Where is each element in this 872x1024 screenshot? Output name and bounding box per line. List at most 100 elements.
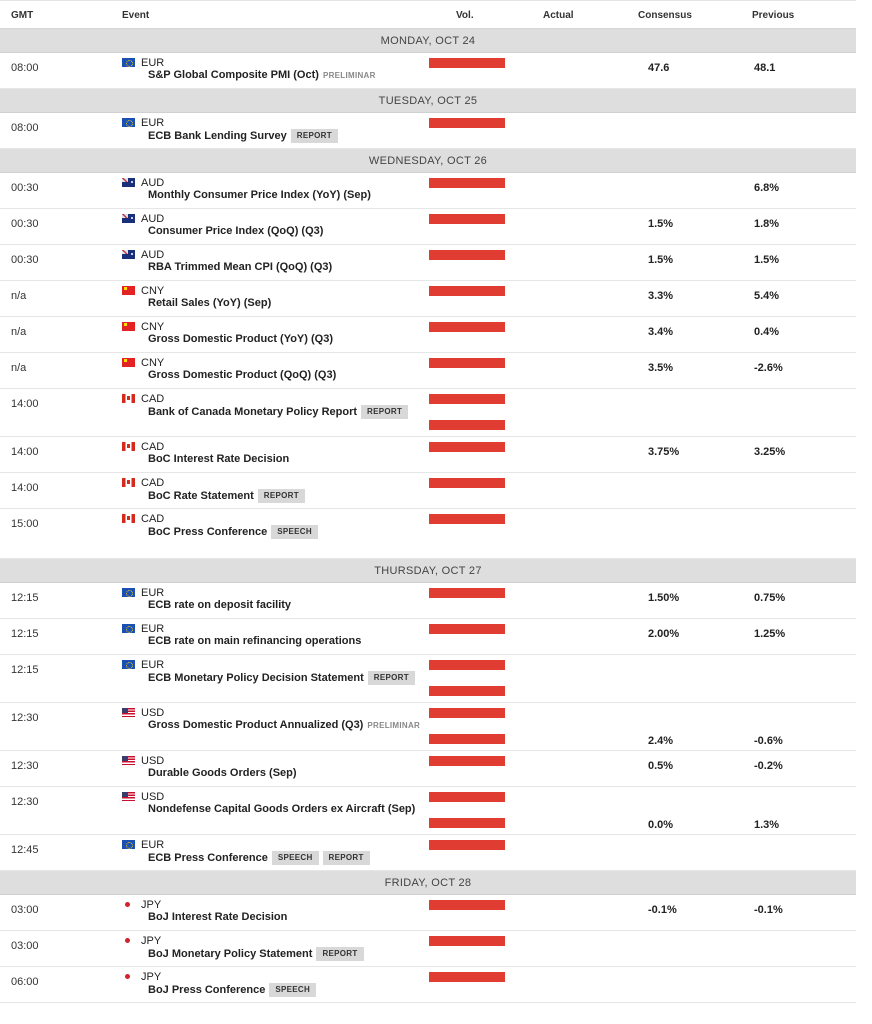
event-row[interactable]: 12:30 USD Durable Goods Orders (Sep) 0.5% -0… [0,751,856,787]
event-time: 12:30 [11,796,39,808]
volatility-bar [429,900,505,910]
event-currency: CAD [141,513,165,525]
event-name-text[interactable]: Gross Domestic Product (YoY) (Q3) [148,333,333,345]
event-name-text[interactable]: ECB Press Conference [148,851,268,864]
event-row[interactable]: 08:00 EUR S&P Global Composite PMI (Oct) PR… [0,53,856,89]
event-row[interactable]: 03:00 JPY BoJ Monetary Policy Statement REP… [0,931,856,967]
event-name[interactable]: Gross Domestic Product (QoQ) (Q3) [148,369,336,381]
event-name-text[interactable]: S&P Global Composite PMI (Oct) [148,69,319,81]
event-row[interactable]: 14:00 CAD Bank of Canada Monetary Policy R… [0,389,856,437]
event-name-text[interactable]: ECB Bank Lending Survey [148,129,287,142]
event-name-text[interactable]: BoC Interest Rate Decision [148,453,290,465]
event-row[interactable]: 14:00 CAD BoC Rate Statement REPORT [0,473,856,509]
previous-value: 1.25% [754,628,786,640]
event-name[interactable]: ECB Bank Lending Survey REPORT [148,129,338,143]
header-gmt[interactable]: GMT [11,10,34,21]
event-name[interactable]: ECB rate on deposit facility [148,599,291,611]
event-row[interactable]: 12:30 USD Gross Domestic Product Annualize… [0,703,856,751]
event-name-text[interactable]: Monthly Consumer Price Index (YoY) (Sep) [148,189,371,201]
event-name-text[interactable]: ECB rate on main refinancing operations [148,635,362,647]
consensus-value: 1.50% [648,592,680,604]
event-name[interactable]: S&P Global Composite PMI (Oct) PRELIMINAR [148,69,376,81]
event-row[interactable]: 14:00 CAD BoC Interest Rate Decision 3.75% 3… [0,437,856,473]
event-name-text[interactable]: RBA Trimmed Mean CPI (QoQ) (Q3) [148,261,333,273]
event-name[interactable]: BoJ Monetary Policy Statement REPORT [148,947,364,961]
event-name-text[interactable]: BoJ Interest Rate Decision [148,911,288,923]
event-name-text[interactable]: BoJ Press Conference [148,983,266,996]
event-name[interactable]: BoC Interest Rate Decision [148,453,289,465]
event-name[interactable]: RBA Trimmed Mean CPI (QoQ) (Q3) [148,261,332,273]
event-name-text[interactable]: ECB rate on deposit facility [148,599,292,611]
event-currency: CNY [141,285,165,297]
event-row[interactable]: 12:15 EUR ECB rate on deposit facility 1.50… [0,583,856,619]
event-tag[interactable]: SPEECH [269,983,317,997]
event-name[interactable]: ECB rate on main refinancing operations [148,635,361,647]
event-name[interactable]: Consumer Price Index (QoQ) (Q3) [148,225,323,237]
event-tag[interactable]: REPORT [367,671,415,685]
event-name[interactable]: Gross Domestic Product Annualized (Q3) PR… [148,719,420,731]
event-name-text[interactable]: BoJ Monetary Policy Statement [148,947,313,960]
event-row[interactable]: 00:30 AUD RBA Trimmed Mean CPI (QoQ) (Q3) 1… [0,245,856,281]
ca-flag-icon [122,394,135,403]
event-row[interactable]: 08:00 EUR ECB Bank Lending Survey REPORT [0,113,856,149]
event-row[interactable]: 00:30 AUD Consumer Price Index (QoQ) (Q3) 1… [0,209,856,245]
event-name[interactable]: ECB Monetary Policy Decision Statement RE… [148,671,415,685]
event-name-text[interactable]: BoC Press Conference [148,525,268,538]
header-actual[interactable]: Actual [543,10,574,21]
volatility-bar [429,478,505,488]
event-name[interactable]: Nondefense Capital Goods Orders ex Aircr… [148,803,415,815]
event-name-text[interactable]: BoC Rate Statement [148,489,254,502]
event-tag[interactable]: REPORT [257,489,305,503]
event-tag[interactable]: REPORT [361,405,409,419]
event-row[interactable]: 06:00 JPY BoJ Press Conference SPEECH [0,967,856,1003]
event-name-text[interactable]: Retail Sales (YoY) (Sep) [148,297,272,309]
event-name-text[interactable]: ECB Monetary Policy Decision Statement [148,671,364,684]
event-row[interactable]: 03:00 JPY BoJ Interest Rate Decision -0.1% -… [0,895,856,931]
event-row[interactable]: 15:00 CAD BoC Press Conference SPEECH [0,509,856,559]
event-name-text[interactable]: Nondefense Capital Goods Orders ex Aircr… [148,803,416,815]
event-name-text[interactable]: Gross Domestic Product (QoQ) (Q3) [148,369,337,381]
event-name[interactable]: Durable Goods Orders (Sep) [148,767,297,779]
header-vol[interactable]: Vol. [456,10,474,21]
event-row[interactable]: 12:15 EUR ECB rate on main refinancing ope… [0,619,856,655]
event-row[interactable]: 12:30 USD Nondefense Capital Goods Orders … [0,787,856,835]
eu-flag-icon [122,660,135,669]
header-consensus[interactable]: Consensus [638,10,692,21]
event-name[interactable]: Monthly Consumer Price Index (YoY) (Sep) [148,189,371,201]
event-name[interactable]: Retail Sales (YoY) (Sep) [148,297,271,309]
volatility-bar [429,286,505,296]
event-tag[interactable]: REPORT [316,947,364,961]
event-row[interactable]: n/a CNY Retail Sales (YoY) (Sep) 3.3% 5.4% [0,281,856,317]
event-name-text[interactable]: Durable Goods Orders (Sep) [148,767,297,779]
event-row[interactable]: 00:30 AUD Monthly Consumer Price Index (Yo… [0,173,856,209]
jp-flag-icon [122,900,135,909]
day-header: FRIDAY, OCT 28 [0,871,856,895]
event-tag[interactable]: SPEECH [271,525,318,539]
event-row[interactable]: n/a CNY Gross Domestic Product (YoY) (Q3) 3… [0,317,856,353]
event-time: 12:30 [11,712,39,724]
cn-flag-icon [122,286,135,295]
event-name[interactable]: BoJ Press Conference SPEECH [148,983,317,997]
event-time: 12:45 [11,844,39,856]
event-name[interactable]: Gross Domestic Product (YoY) (Q3) [148,333,333,345]
event-time: 06:00 [11,976,39,988]
event-tag[interactable]: SPEECH [271,851,319,865]
header-previous[interactable]: Previous [752,10,795,21]
header-event[interactable]: Event [122,10,150,21]
event-row[interactable]: 12:45 EUR ECB Press Conference SPEECH REPORT [0,835,856,871]
event-row[interactable]: n/a CNY Gross Domestic Product (QoQ) (Q3) 3… [0,353,856,389]
event-row[interactable]: 12:15 EUR ECB Monetary Policy Decision Sta… [0,655,856,703]
previous-value: 3.25% [754,446,786,458]
event-tag[interactable]: REPORT [322,851,370,865]
event-tag[interactable]: REPORT [290,129,338,143]
event-name-text[interactable]: Consumer Price Index (QoQ) (Q3) [148,225,324,237]
event-name[interactable]: BoC Rate Statement REPORT [148,489,305,503]
event-name-text[interactable]: Bank of Canada Monetary Policy Report [148,405,358,418]
event-name[interactable]: BoJ Interest Rate Decision [148,911,287,923]
event-name[interactable]: Bank of Canada Monetary Policy Report REP… [148,405,409,419]
event-name-text[interactable]: Gross Domestic Product Annualized (Q3) [148,719,364,731]
event-name[interactable]: ECB Press Conference SPEECH REPORT [148,851,370,865]
previous-value: 48.1 [754,62,776,74]
event-name[interactable]: BoC Press Conference SPEECH [148,525,318,539]
au-flag-icon [122,214,135,223]
